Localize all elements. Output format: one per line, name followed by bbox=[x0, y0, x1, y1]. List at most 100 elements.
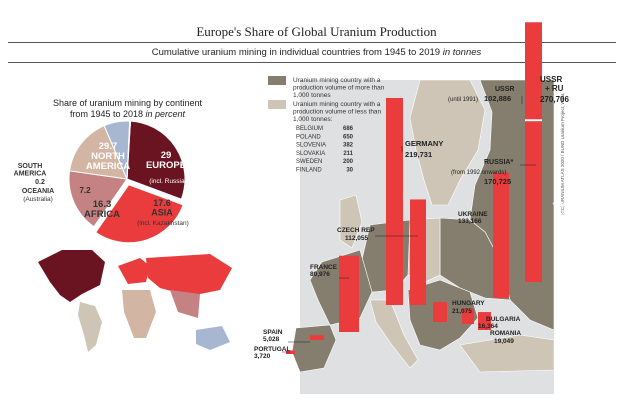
small-producer-value: 200 bbox=[343, 159, 354, 165]
pie-value-oceania: 7.2 bbox=[79, 186, 91, 195]
world-oceania bbox=[196, 326, 230, 350]
small-producer-value: 30 bbox=[346, 168, 353, 174]
small-producer-name: SWEDEN bbox=[296, 159, 322, 165]
pie-value-south-america: 0.2 bbox=[35, 179, 45, 186]
value-portugal: 3,720 bbox=[254, 353, 271, 360]
bar-separator bbox=[525, 119, 542, 122]
bar-series bbox=[286, 22, 542, 354]
pie-slice-africa bbox=[69, 125, 128, 180]
world-asia-south bbox=[170, 290, 200, 318]
bar-russia bbox=[525, 121, 542, 282]
italy-land bbox=[369, 299, 419, 369]
label-france: FRANCE bbox=[310, 264, 338, 271]
value-spain: 5,028 bbox=[263, 336, 280, 343]
uk-land bbox=[339, 194, 363, 249]
chart-title: Europe's Share of Global Uranium Product… bbox=[196, 24, 437, 39]
label-czech: CZECH REP bbox=[337, 227, 375, 234]
world-asia-north bbox=[146, 254, 232, 296]
pie-slice-europe bbox=[95, 184, 184, 244]
value-romania: 19,049 bbox=[494, 338, 514, 345]
pie-title-line1: Share of uranium mining by continent bbox=[52, 98, 203, 108]
pie-label-europe: 29 EUROPE bbox=[146, 150, 186, 171]
bar-ussr bbox=[525, 22, 542, 120]
bar-spain bbox=[310, 335, 324, 340]
label-germany: GERMANY bbox=[405, 139, 443, 148]
title-rule bbox=[8, 42, 616, 43]
asian-note-region: Asian region bbox=[556, 210, 596, 217]
value-ussr: 102,886 bbox=[484, 94, 511, 103]
label-ussr-ru-line2: + RU bbox=[545, 84, 564, 93]
pie-slice-south-america bbox=[126, 120, 132, 180]
label-romania: ROMANIA bbox=[490, 330, 521, 337]
subtitle-unit: in tonnes bbox=[442, 47, 482, 58]
chart-subtitle: Cumulative uranium mining in individual … bbox=[0, 47, 633, 58]
world-europe bbox=[118, 258, 150, 284]
label-hungary: HUNGARY bbox=[452, 300, 485, 307]
pie-label-africa: 16.3 AFRICA bbox=[84, 199, 120, 220]
bar-portugal bbox=[286, 350, 295, 354]
pie-note-europe: (incl. Russia) bbox=[149, 178, 187, 185]
pie-chart: 29.7 NORTH AMERICA 29 EUROPE (incl. Russia) 16… bbox=[14, 120, 189, 244]
bar-germany bbox=[386, 98, 403, 305]
bar-france bbox=[339, 255, 359, 332]
russia-from-note: (from 1992 onwards) bbox=[451, 170, 506, 176]
pie-slice-asia bbox=[68, 170, 128, 228]
value-ussr-ru: 270,706 bbox=[540, 95, 569, 104]
label-bulgaria: BULGARIA bbox=[486, 316, 521, 323]
value-czech: 112,055 bbox=[345, 235, 369, 242]
small-producer-value: 686 bbox=[343, 126, 354, 132]
value-germany: 219,731 bbox=[405, 150, 432, 159]
pie-label-oceania: OCEANIA bbox=[22, 188, 54, 195]
value-bulgaria: 16,364 bbox=[478, 323, 498, 330]
small-producer-value: 650 bbox=[343, 134, 354, 140]
legend-text-major: Uranium mining country with a production … bbox=[293, 77, 385, 99]
label-ukraine: UKRAINE bbox=[458, 211, 488, 218]
world-map bbox=[38, 250, 232, 352]
pie-title: Share of uranium mining by continent fro… bbox=[20, 98, 235, 120]
bar-czech-rep bbox=[410, 199, 426, 305]
small-producer-name: SLOVENIA bbox=[296, 143, 326, 149]
bar-bulgaria bbox=[462, 308, 474, 324]
legend: Uranium mining country with a production … bbox=[268, 76, 385, 174]
pie-title-unit: in percent bbox=[145, 109, 186, 119]
scandinavia-land bbox=[409, 79, 486, 206]
label-russia: RUSSIA* bbox=[484, 159, 513, 166]
label-ussr-ru-line1: USSR bbox=[540, 75, 562, 84]
value-russia: 170,725 bbox=[484, 177, 511, 186]
bar-romania bbox=[478, 312, 491, 330]
world-north-america bbox=[38, 250, 105, 302]
bar-ukraine bbox=[493, 172, 509, 298]
label-spain: SPAIN bbox=[263, 329, 283, 336]
legend-swatch-major bbox=[268, 76, 286, 85]
small-producer-name: BELGIUM bbox=[296, 126, 323, 132]
pie-label-north-america: 29.7 NORTH AMERICA bbox=[86, 141, 130, 172]
label-ussr: USSR bbox=[495, 86, 514, 93]
pie-slice-north-america bbox=[126, 120, 186, 200]
pie-label-south-america: SOUTH AMERICA bbox=[14, 163, 47, 177]
label-portugal: PORTUGAL bbox=[254, 346, 291, 353]
value-france: 80,976 bbox=[310, 271, 330, 278]
value-hungary: 21,075 bbox=[452, 308, 472, 315]
world-south-america bbox=[78, 302, 102, 352]
asian-note-title: * incl. bbox=[552, 202, 569, 209]
ussr-until-note: (until 1991) bbox=[448, 97, 478, 103]
small-producer-value: 211 bbox=[343, 151, 353, 157]
small-producer-name: FINLAND bbox=[296, 168, 322, 174]
world-africa bbox=[122, 290, 156, 338]
ukraine-land bbox=[439, 217, 511, 301]
turkey-land bbox=[459, 334, 555, 373]
pie-note-asia: (incl. Kazakhstan) bbox=[137, 220, 189, 227]
small-producer-value: 382 bbox=[343, 143, 354, 149]
value-ukraine: 133,166 bbox=[458, 218, 482, 225]
legend-text-minor: Uranium mining country with a production … bbox=[293, 101, 382, 123]
legend-swatch-minor bbox=[268, 100, 286, 109]
bar-hungary bbox=[433, 302, 447, 322]
subtitle-rule bbox=[8, 62, 616, 63]
small-producer-name: SLOVAKIA bbox=[296, 151, 325, 157]
small-producer-name: POLAND bbox=[296, 134, 321, 140]
pie-note-oceania: (Australia) bbox=[23, 196, 53, 203]
subtitle-text: Cumulative uranium mining in individual … bbox=[151, 47, 441, 58]
